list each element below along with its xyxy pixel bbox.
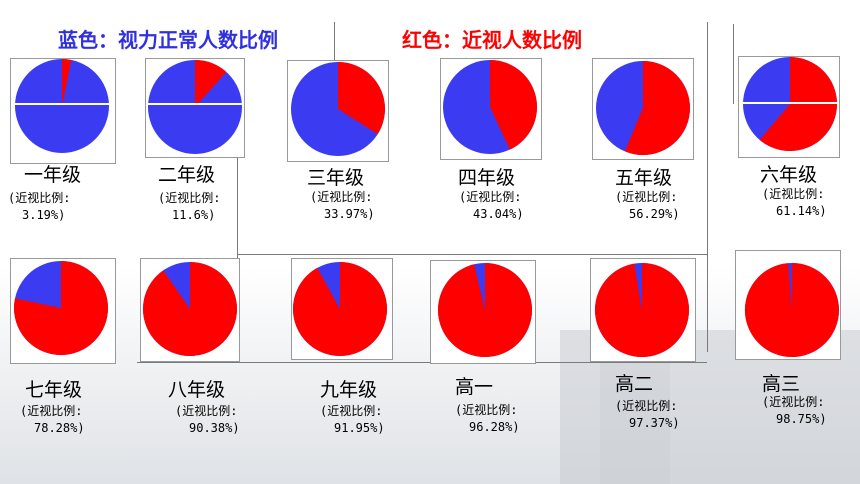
ratio-value: 78.28%): [34, 421, 85, 435]
grade-label: 三年级: [307, 167, 365, 189]
ratio-value: 96.28%): [469, 420, 520, 434]
pie-chart-12: [744, 263, 839, 357]
ratio-prefix: (近视比例:: [175, 404, 238, 418]
divider: [137, 362, 707, 363]
myopia-ratio-label: (近视比例: 43.04%): [459, 189, 524, 223]
pie-chart-11: [594, 263, 689, 357]
ratio-prefix: (近视比例:: [320, 404, 383, 418]
ratio-prefix: (近视比例:: [310, 190, 373, 204]
pie-chart-1: [13, 59, 111, 153]
ratio-value: 61.14%): [776, 204, 827, 218]
myopia-ratio-label: (近视比例: 11.6%): [158, 190, 220, 224]
myopia-ratio-label: (近视比例: 97.37%): [615, 398, 680, 432]
myopia-ratio-label: (近视比例: 33.97%): [310, 189, 375, 223]
grade-label: 九年级: [320, 379, 378, 401]
ratio-prefix: (近视比例:: [762, 187, 825, 201]
pie-chart-5: [596, 61, 690, 155]
ratio-prefix: (近视比例:: [459, 190, 522, 204]
legend-red: 红色：近视人数比例: [402, 28, 582, 52]
divider: [733, 24, 734, 104]
pie-slice-myopia: [62, 59, 72, 106]
ratio-prefix: (近视比例:: [8, 191, 71, 205]
myopia-ratio-label: (近视比例: 90.38%): [175, 403, 240, 437]
grade-label: 高三: [762, 373, 801, 395]
pie-slice-myopia: [292, 262, 387, 356]
pie-chart-2: [146, 60, 244, 154]
ratio-value: 33.97%): [324, 207, 375, 221]
pie-slice-myopia: [195, 60, 227, 107]
ratio-value: 11.6%): [172, 208, 216, 222]
pie-slice-myopia: [438, 263, 533, 357]
ratio-prefix: (近视比例:: [158, 191, 221, 205]
myopia-ratio-label: (近视比例: 61.14%): [762, 186, 827, 220]
pie-chart-7: [13, 261, 108, 355]
ratio-prefix: (近视比例:: [615, 190, 678, 204]
ratio-value: 90.38%): [189, 421, 240, 435]
pie-slice-myopia: [594, 263, 689, 357]
grade-label: 高二: [615, 373, 654, 395]
pie-chart-8: [143, 262, 238, 356]
ratio-value: 98.75%): [776, 412, 827, 426]
ratio-value: 43.04%): [473, 207, 524, 221]
pie-seam: [741, 102, 839, 104]
pie-chart-10: [438, 263, 533, 357]
grade-label: 高一: [455, 376, 494, 398]
grade-label: 五年级: [615, 167, 673, 189]
myopia-ratio-label: (近视比例: 96.28%): [455, 402, 520, 436]
legend-blue: 蓝色：视力正常人数比例: [58, 28, 278, 52]
ratio-prefix: (近视比例:: [455, 403, 518, 417]
pie-chart-6: [741, 57, 839, 151]
ratio-prefix: (近视比例:: [762, 395, 825, 409]
pie-slice-myopia: [490, 60, 538, 150]
myopia-ratio-label: (近视比例: 3.19%): [8, 190, 70, 224]
grade-label: 八年级: [168, 379, 226, 401]
pie-slice-myopia: [744, 263, 839, 357]
grade-label: 六年级: [760, 164, 818, 186]
ratio-value: 91.95%): [334, 421, 385, 435]
divider: [707, 22, 708, 352]
divider: [237, 100, 238, 362]
pie-seam: [146, 103, 244, 105]
ratio-value: 3.19%): [22, 208, 66, 222]
ratio-value: 56.29%): [629, 207, 680, 221]
myopia-ratio-label: (近视比例: 56.29%): [615, 189, 680, 223]
grade-label: 一年级: [24, 164, 82, 186]
divider: [237, 254, 707, 255]
pie-slice-myopia: [143, 262, 238, 356]
pie-slice-myopia: [624, 61, 690, 155]
pie-slice-myopia: [13, 261, 108, 355]
pie-chart-4: [443, 60, 538, 154]
ratio-prefix: (近视比例:: [615, 399, 678, 413]
myopia-ratio-label: (近视比例: 98.75%): [762, 394, 827, 428]
pie-chart-3: [291, 62, 385, 156]
pie-slice-myopia: [338, 62, 385, 135]
myopia-ratio-label: (近视比例: 78.28%): [20, 403, 85, 437]
pie-seam: [13, 103, 111, 105]
pie-chart-9: [292, 262, 387, 356]
grade-label: 二年级: [158, 164, 216, 186]
myopia-ratio-label: (近视比例: 91.95%): [320, 403, 385, 437]
grade-label: 七年级: [25, 379, 83, 401]
ratio-prefix: (近视比例:: [20, 404, 83, 418]
ratio-value: 97.37%): [629, 416, 680, 430]
grade-label: 四年级: [458, 167, 516, 189]
divider: [334, 22, 335, 78]
